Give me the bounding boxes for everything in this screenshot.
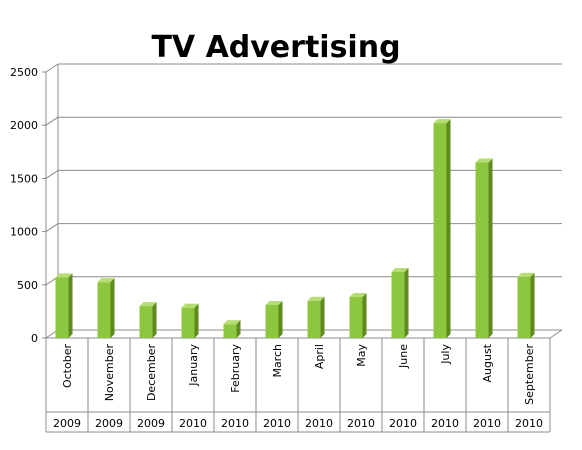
bar-front [55,277,69,338]
bar-side [68,273,73,338]
x-tick-label-year: 2009 [95,417,123,430]
bar-side [236,320,241,338]
bar-front [307,300,321,338]
bar-top [181,303,199,308]
bar-side [320,296,325,338]
y-tick-label: 0 [31,332,38,345]
bars [55,119,535,339]
bar-top [139,302,157,307]
floor-edge [549,329,563,339]
bar-top [391,268,409,273]
bar-top [265,301,283,306]
bar-top [433,119,451,124]
bar-top [223,320,241,325]
x-tick-label-month: October [61,344,74,388]
bar [475,158,493,338]
bar-side [362,293,367,338]
gridline-slant [45,223,59,233]
bar [97,278,115,338]
x-tick-label-month: December [145,344,158,402]
x-tick-label-year: 2010 [347,417,375,430]
gridline-slant [45,63,59,73]
y-tick-label: 1500 [10,172,38,185]
bar-front [391,272,405,338]
bar-side [194,303,199,338]
bar [307,296,325,338]
bar [433,119,451,339]
x-tick-label-year: 2009 [137,417,165,430]
bar [517,272,535,338]
x-tick-label-year: 2010 [515,417,543,430]
x-tick-label-year: 2010 [221,417,249,430]
bar [55,273,73,338]
x-tick-label-year: 2010 [179,417,207,430]
x-tick-label-month: June [397,344,410,369]
x-tick-label-year: 2010 [473,417,501,430]
bar-side [488,158,493,338]
bar-side [446,119,451,339]
y-tick-label: 1000 [10,226,38,239]
bar [181,303,199,338]
x-tick-label-month: April [313,344,326,369]
x-tick-label-month: July [439,344,452,365]
x-tick-label-month: May [355,344,368,367]
bar-top [97,278,115,283]
bar-side [404,268,409,338]
x-tick-label-month: January [187,344,200,387]
bar-front [265,305,279,338]
bar-front [223,324,237,338]
bar [223,320,241,338]
x-tick-label-month: March [271,344,284,378]
bar-side [278,301,283,338]
bar-top [517,272,535,277]
x-tick-label-year: 2010 [431,417,459,430]
y-tick-label: 500 [17,279,38,292]
bar [139,302,157,338]
bar-side [110,278,115,338]
chart-title: TV Advertising [151,30,401,65]
bar-front [139,306,153,338]
bar-side [530,272,535,338]
axis-labels: 0 500 1000 1500 2000 2500 October 2009 November 2… [10,66,543,430]
bar-top [475,158,493,163]
bar [265,301,283,338]
bar-front [433,123,447,339]
x-tick-label-month: February [229,344,242,393]
x-tick-label-year: 2009 [53,417,81,430]
gridline-slant [45,169,59,179]
x-tick-label-year: 2010 [389,417,417,430]
bar-side [152,302,157,338]
x-tick-label-month: August [481,343,494,382]
y-tick-label: 2000 [10,119,38,132]
y-tick-label: 2500 [10,66,38,79]
gridline-slant [45,116,59,126]
x-tick-label-month: September [523,344,536,405]
bar-front [97,282,111,338]
x-tick-label-year: 2010 [263,417,291,430]
bar [349,293,367,338]
bar-front [349,297,363,338]
bar-front [517,276,531,338]
bar [391,268,409,338]
bar-front [475,162,489,338]
x-tick-label-month: November [103,344,116,402]
x-tick-label-year: 2010 [305,417,333,430]
bar-top [307,296,325,301]
bar-top [55,273,73,278]
bar-top [349,293,367,298]
axes [42,64,563,433]
bar-front [181,307,195,338]
